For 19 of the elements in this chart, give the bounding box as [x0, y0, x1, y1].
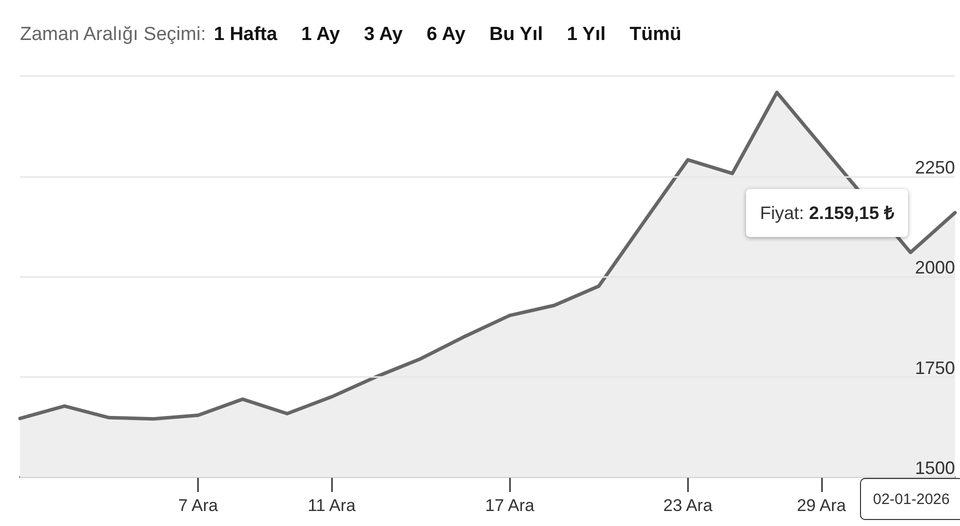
x-tick-label: 11 Ara	[308, 496, 356, 515]
x-tick-label: 7 Ara	[178, 496, 218, 515]
text: Zaman Aralığı Seçimi:	[20, 24, 206, 45]
y-tick-label: 2000	[914, 258, 955, 278]
annotation: Fiyat: 2.159,15 ₺	[746, 188, 908, 237]
y-tick-label: 2250	[914, 157, 955, 178]
text: 1 Ay	[301, 24, 340, 45]
y-tick-label: 1500	[914, 458, 955, 478]
text: Tümü	[630, 24, 682, 45]
text: Bu Yıl	[489, 24, 543, 45]
x-tick-label: 17 Ara	[485, 496, 535, 515]
x-tick-label: 29 Ara	[796, 496, 847, 515]
x-tick-label: 23 Ara	[663, 496, 713, 515]
text: 1 Yıl	[566, 24, 606, 45]
text: 02-01-2026	[860, 478, 960, 520]
text: 3 Ay	[364, 24, 403, 45]
text: 1 Hafta	[214, 24, 278, 45]
text: 6 Ay	[426, 24, 466, 45]
y-tick-label: 1750	[914, 358, 955, 378]
